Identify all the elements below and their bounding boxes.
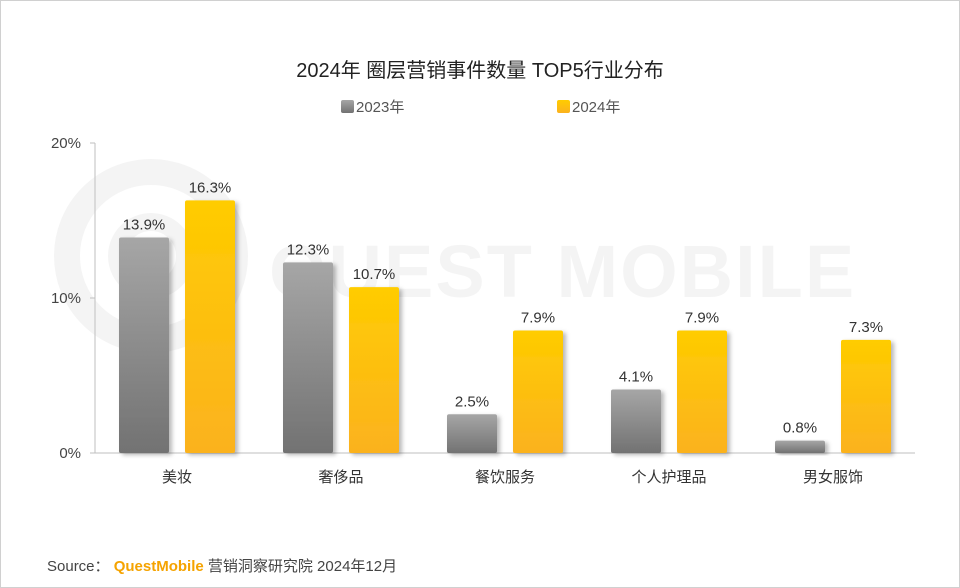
- data-labels: 13.9% 16.3% 12.3% 10.7% 2.5% 7.9% 4.1% 7.9% 0.8%…: [123, 179, 883, 436]
- legend-label-2023: 2023年: [356, 99, 404, 116]
- data-label: 7.3%: [849, 319, 883, 336]
- bar-2024-4: [841, 339, 891, 453]
- data-label: 7.9%: [685, 310, 719, 327]
- category-label: 美妆: [162, 469, 192, 486]
- bar-2023-4: [775, 440, 825, 453]
- bar-2023-3: [611, 389, 661, 453]
- data-label: 12.3%: [287, 241, 330, 258]
- bar-2024-3: [677, 330, 727, 453]
- y-tick-label: 20%: [51, 135, 81, 152]
- category-label: 餐饮服务: [475, 469, 535, 486]
- source-prefix: Source：: [47, 558, 110, 575]
- bar-2023-2: [447, 414, 497, 453]
- source-suffix: 营销洞察研究院 2024年12月: [207, 558, 398, 575]
- chart-title: 2024年 圈层营销事件数量 TOP5行业分布: [296, 59, 663, 82]
- data-label: 4.1%: [619, 368, 653, 385]
- category-label: 男女服饰: [803, 468, 863, 486]
- source-note: Source： QuestMobile 营销洞察研究院 2024年12月: [47, 555, 397, 576]
- legend-swatch-2023: [341, 100, 354, 113]
- data-label: 13.9%: [123, 217, 166, 234]
- category-labels: 美妆 奢侈品 餐饮服务 个人护理品 男女服饰: [162, 468, 863, 486]
- legend-label-2024: 2024年: [572, 99, 620, 116]
- y-ticks: 0% 10% 20%: [51, 135, 95, 462]
- category-label: 个人护理品: [631, 469, 706, 486]
- category-label: 奢侈品: [318, 469, 363, 486]
- data-label: 2.5%: [455, 393, 489, 410]
- y-tick-label: 0%: [59, 445, 81, 462]
- bar-2024-1: [349, 287, 399, 453]
- data-label: 7.9%: [521, 310, 555, 327]
- bar-2023-0: [119, 237, 169, 453]
- bar-2024-2: [513, 330, 563, 453]
- bar-2023-1: [283, 262, 333, 453]
- bars: [119, 200, 891, 453]
- legend-swatch-2024: [557, 100, 570, 113]
- data-label: 0.8%: [783, 420, 817, 437]
- source-brand: QuestMobile: [113, 558, 204, 575]
- data-label: 10.7%: [353, 266, 396, 283]
- y-tick-label: 10%: [51, 290, 81, 307]
- legend: 2023年 2024年: [341, 99, 620, 116]
- bar-2024-0: [185, 200, 235, 453]
- data-label: 16.3%: [189, 179, 232, 196]
